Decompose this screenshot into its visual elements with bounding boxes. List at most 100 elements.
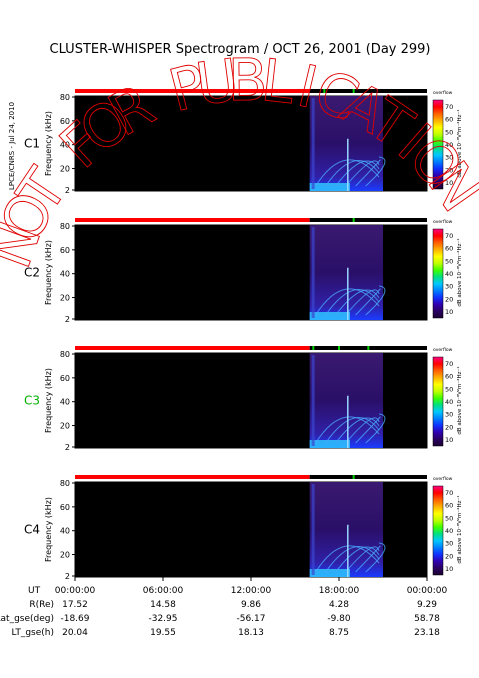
y-tick-label: 2 bbox=[65, 315, 70, 324]
panel-c1: 2 20 40 60 80 Frequency (kHz) C1 overflow 10 20 30… bbox=[24, 89, 463, 195]
colorbar bbox=[432, 356, 444, 447]
colorbar-label: dB above 10⁻⁸V²m⁻²Hz⁻¹ bbox=[456, 495, 463, 563]
status-bar-green-mark bbox=[338, 346, 340, 350]
spacecraft-label: C1 bbox=[24, 137, 40, 151]
ephemeris-value: 20.04 bbox=[62, 628, 88, 638]
colorbar-tick-label: 60 bbox=[445, 245, 453, 253]
ephemeris-value: 9.86 bbox=[241, 600, 261, 610]
colorbar-tick-label: 10 bbox=[445, 436, 453, 444]
y-tick-label: 80 bbox=[60, 350, 70, 359]
colorbar-tick-label: 50 bbox=[445, 385, 453, 393]
colorbar-tick-label: 60 bbox=[445, 116, 453, 124]
y-tick-label: 40 bbox=[60, 270, 70, 279]
colorbar-tick-label: 30 bbox=[445, 283, 453, 291]
ephemeris-label: LT_gse(h) bbox=[12, 628, 54, 638]
ephemeris-value: -32.95 bbox=[148, 614, 177, 624]
status-bar-green-mark bbox=[323, 89, 326, 93]
time-axis-label: UT bbox=[28, 586, 41, 596]
ephemeris-value: 4.28 bbox=[329, 600, 349, 610]
emission-streak bbox=[345, 546, 380, 573]
emission-streak bbox=[335, 546, 380, 573]
emission-streak bbox=[355, 545, 381, 573]
y-tick-label: 40 bbox=[60, 141, 70, 150]
colorbar-tick-label: 30 bbox=[445, 411, 453, 419]
emission-streak bbox=[355, 416, 381, 444]
y-tick-label: 40 bbox=[60, 398, 70, 407]
colorbar-tick-label: 20 bbox=[445, 166, 453, 174]
time-axis: UT 00:00:00 06:00:00 12:00:00 18:00:00 00:00… bbox=[28, 577, 447, 596]
y-tick-label: 80 bbox=[60, 479, 70, 488]
ephemeris-value: 19.55 bbox=[150, 628, 176, 638]
y-tick-label: 60 bbox=[60, 374, 70, 383]
colorbar-tick-label: 40 bbox=[445, 398, 453, 406]
colorbar-label: dB above 10⁻⁸V²m⁻²Hz⁻¹ bbox=[456, 366, 463, 434]
colorbar-top-label: overflow bbox=[433, 476, 453, 482]
time-tick-label: 00:00:00 bbox=[55, 586, 96, 596]
spacecraft-label: C2 bbox=[24, 266, 40, 280]
colorbar-tick-label: 40 bbox=[445, 527, 453, 535]
colorbar-tick-label: 10 bbox=[445, 308, 453, 316]
ephemeris-value: -56.17 bbox=[236, 614, 265, 624]
colorbar-tick-label: 30 bbox=[445, 540, 453, 548]
emission-streak bbox=[325, 160, 380, 187]
y-tick-label: 20 bbox=[60, 551, 70, 560]
ephemeris-value: 58.78 bbox=[414, 614, 440, 624]
colorbar-tick-label: 50 bbox=[445, 514, 453, 522]
colorbar-top-label: overflow bbox=[433, 219, 453, 225]
y-axis-label: Frequency (kHz) bbox=[44, 240, 53, 305]
y-tick-label: 20 bbox=[60, 422, 70, 431]
panel-c3: 2 20 40 60 80 Frequency (kHz) C3 overflow 10 20 30… bbox=[24, 346, 463, 452]
status-bar-green-mark bbox=[352, 475, 355, 479]
emission-streak bbox=[345, 289, 380, 316]
emission-streak bbox=[345, 160, 380, 187]
y-axis-label: Frequency (kHz) bbox=[44, 497, 53, 562]
colorbar-tick-label: 40 bbox=[445, 141, 453, 149]
y-tick-label: 20 bbox=[60, 165, 70, 174]
y-tick-label: 60 bbox=[60, 503, 70, 512]
status-bar-red bbox=[75, 475, 310, 479]
emission-streak bbox=[325, 546, 380, 573]
y-tick-label: 2 bbox=[65, 443, 70, 452]
low-frequency-emission bbox=[309, 183, 350, 191]
status-bar-green-mark bbox=[312, 346, 315, 350]
emission-streak bbox=[335, 289, 380, 316]
status-bar-green-mark bbox=[367, 346, 370, 350]
time-tick-label: 12:00:00 bbox=[231, 586, 272, 596]
ephemeris-label: R(Re) bbox=[29, 600, 54, 610]
emission-streak bbox=[315, 416, 380, 444]
status-bar-black bbox=[309, 218, 427, 222]
emission-streak bbox=[345, 417, 380, 444]
colorbar-tick-label: 30 bbox=[445, 154, 453, 162]
emission-streak bbox=[325, 289, 380, 316]
colorbar-tick-label: 10 bbox=[445, 179, 453, 187]
ephemeris-value: -18.69 bbox=[60, 614, 89, 624]
spacecraft-label: C4 bbox=[24, 523, 40, 537]
watermark-letter: L bbox=[258, 46, 298, 117]
y-tick-label: 80 bbox=[60, 93, 70, 102]
ephemeris-value: 14.58 bbox=[150, 600, 176, 610]
ephemeris-value: 9.29 bbox=[417, 600, 437, 610]
emission-streak bbox=[365, 413, 386, 444]
status-bar-green-mark bbox=[352, 89, 355, 93]
status-bar-black bbox=[309, 475, 427, 479]
colorbar-tick-label: 70 bbox=[445, 103, 453, 111]
emission-streak bbox=[325, 417, 380, 444]
y-tick-label: 60 bbox=[60, 117, 70, 126]
emission-streak bbox=[315, 288, 380, 316]
figure-title: CLUSTER-WHISPER Spectrogram / OCT 26, 20… bbox=[50, 42, 431, 57]
colorbar-label: dB above 10⁻⁸V²m⁻²Hz⁻¹ bbox=[456, 238, 463, 306]
y-tick-label: 60 bbox=[60, 246, 70, 255]
colorbar-tick-label: 40 bbox=[445, 270, 453, 278]
ephemeris-value: 8.75 bbox=[329, 628, 349, 638]
spacecraft-label: C3 bbox=[24, 394, 40, 408]
colorbar-tick-label: 50 bbox=[445, 257, 453, 265]
emission-streak bbox=[365, 156, 386, 187]
status-bar-black bbox=[309, 89, 427, 93]
colorbar-tick-label: 50 bbox=[445, 128, 453, 136]
ephemeris-label: Lat_gse(deg) bbox=[0, 614, 54, 624]
y-tick-label: 80 bbox=[60, 222, 70, 231]
low-frequency-emission bbox=[309, 440, 350, 448]
activity-edge bbox=[311, 227, 315, 318]
colorbar-label: dB above 10⁻⁸V²m⁻²Hz⁻¹ bbox=[456, 109, 463, 177]
